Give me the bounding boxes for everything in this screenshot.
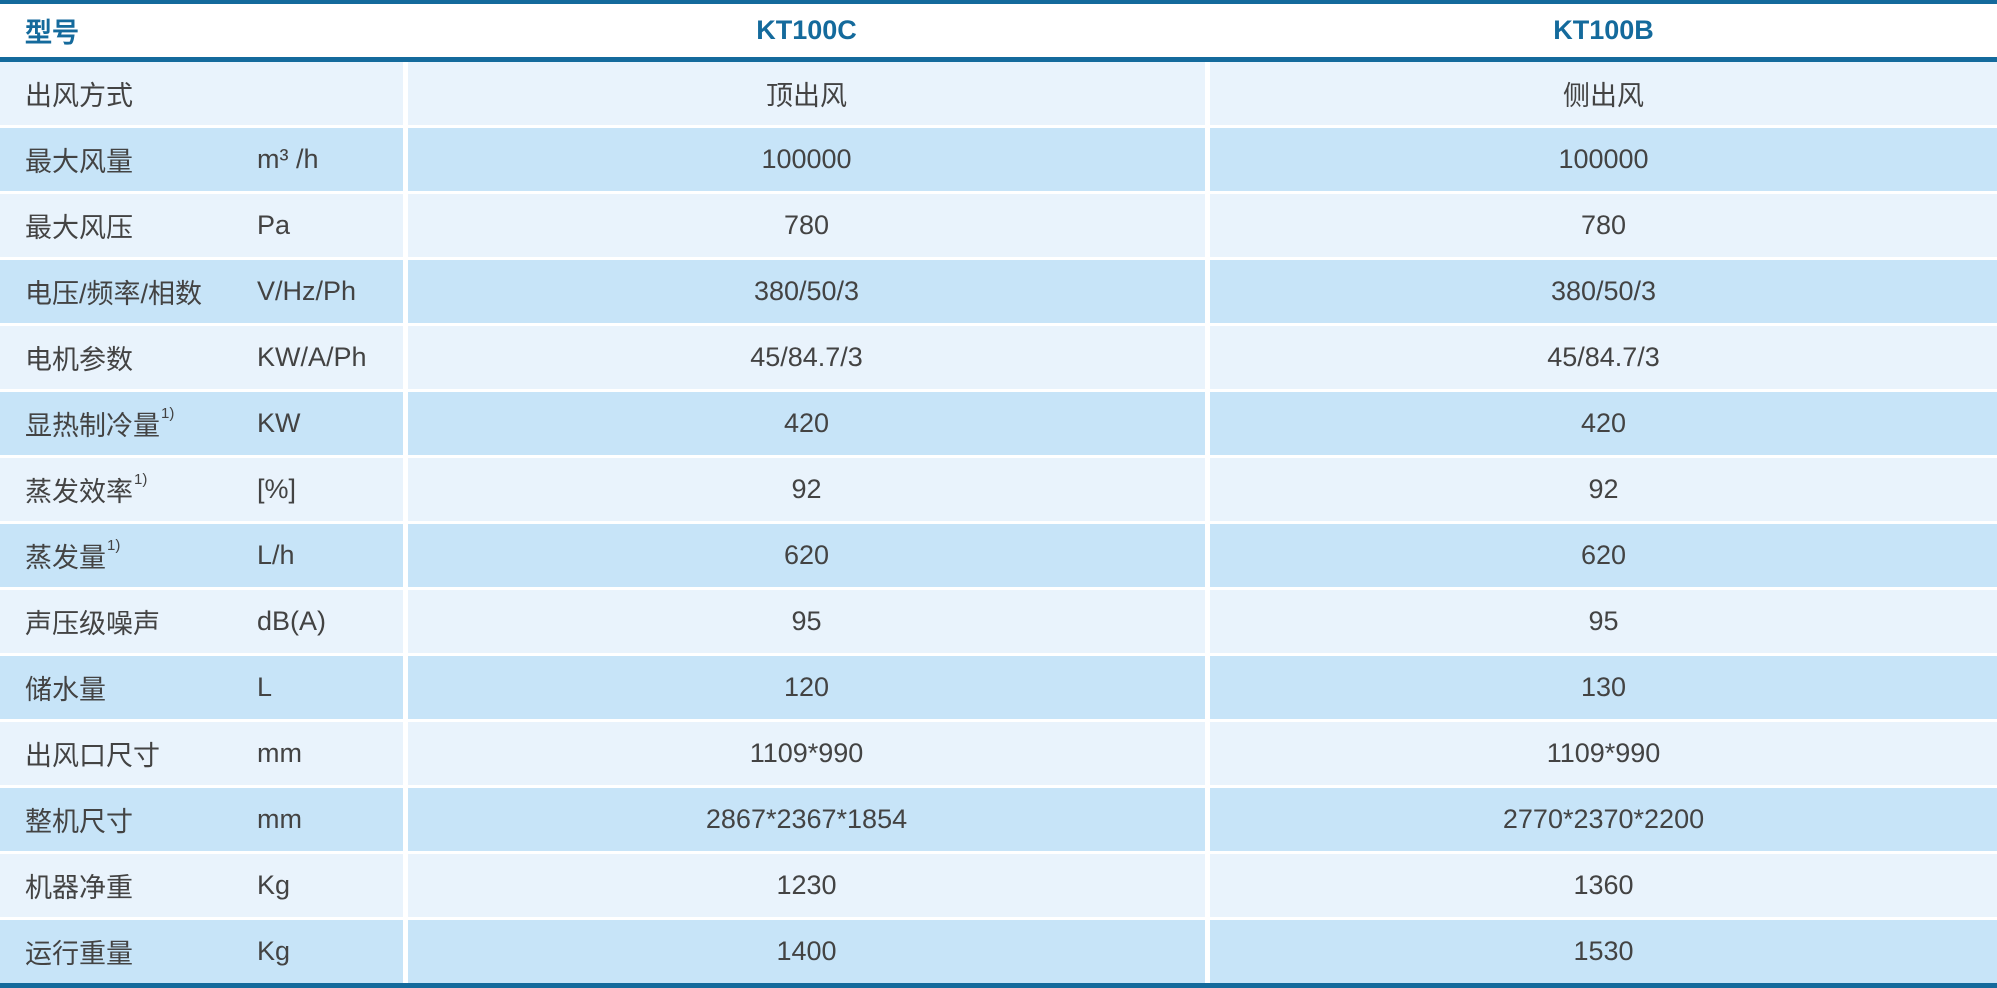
table-body: 出风方式 顶出风 侧出风 最大风量 m³ /h 100000 100000 最大… — [0, 62, 1997, 983]
value-kt100b: 2770*2370*2200 — [1210, 788, 1997, 851]
spec-label: 整机尺寸 — [25, 807, 133, 837]
value-kt100c: 1400 — [408, 920, 1205, 983]
spec-label: 蒸发量 — [25, 543, 106, 573]
value-kt100c: 45/84.7/3 — [408, 326, 1205, 389]
spec-name-cell: 最大风量 m³ /h — [0, 128, 403, 191]
spec-name-cell: 出风方式 — [0, 62, 403, 125]
value-kt100b: 1530 — [1210, 920, 1997, 983]
spec-label: 出风方式 — [25, 81, 133, 111]
spec-unit: m³ /h — [257, 144, 319, 174]
value-kt100b: 1360 — [1210, 854, 1997, 917]
header-kt100c: KT100C — [756, 15, 857, 45]
table-bottom-border — [0, 983, 1997, 988]
spec-name-cell: 出风口尺寸 mm — [0, 722, 403, 785]
spec-name-cell: 运行重量 Kg — [0, 920, 403, 983]
spec-label: 电机参数 — [25, 345, 133, 375]
value-kt100c: 2867*2367*1854 — [408, 788, 1205, 851]
spec-label: 电压/频率/相数 — [25, 279, 203, 309]
spec-name-cell: 电压/频率/相数 V/Hz/Ph — [0, 260, 403, 323]
value-kt100c: 顶出风 — [408, 62, 1205, 125]
spec-unit: [%] — [257, 474, 297, 504]
value-kt100c: 95 — [408, 590, 1205, 653]
value-kt100c: 120 — [408, 656, 1205, 719]
spec-unit: KW — [257, 408, 301, 438]
table-header-row: 型号 KT100C KT100B — [0, 4, 1997, 57]
header-model-label: 型号 — [25, 18, 79, 48]
value-kt100b: 45/84.7/3 — [1210, 326, 1997, 389]
spec-name-cell: 储水量 L — [0, 656, 403, 719]
spec-name-cell: 电机参数 KW/A/Ph — [0, 326, 403, 389]
spec-label: 储水量 — [25, 675, 106, 705]
value-kt100c: 380/50/3 — [408, 260, 1205, 323]
spec-unit: dB(A) — [257, 606, 327, 636]
spec-label: 蒸发效率 — [25, 477, 133, 507]
value-kt100c: 620 — [408, 524, 1205, 587]
spec-footnote-marker: 1) — [107, 537, 121, 554]
spec-label: 最大风量 — [25, 147, 133, 177]
spec-label: 声压级噪声 — [25, 609, 160, 639]
spec-unit: KW/A/Ph — [257, 342, 367, 372]
spec-name-cell: 最大风压 Pa — [0, 194, 403, 257]
spec-unit: mm — [257, 804, 302, 834]
spec-label: 机器净重 — [25, 873, 133, 903]
spec-unit: V/Hz/Ph — [257, 276, 357, 306]
value-kt100c: 420 — [408, 392, 1205, 455]
spec-unit: L — [257, 672, 273, 702]
value-kt100c: 1230 — [408, 854, 1205, 917]
spec-name-cell: 机器净重 Kg — [0, 854, 403, 917]
value-kt100b: 380/50/3 — [1210, 260, 1997, 323]
spec-footnote-marker: 1) — [161, 405, 175, 422]
table-top-border — [0, 0, 1997, 4]
spec-footnote-marker: 1) — [134, 471, 148, 488]
spec-unit: Pa — [257, 210, 291, 240]
value-kt100b: 420 — [1210, 392, 1997, 455]
spec-name-cell: 整机尺寸 mm — [0, 788, 403, 851]
spec-label: 显热制冷量 — [25, 411, 160, 441]
spec-unit: Kg — [257, 870, 291, 900]
header-divider — [0, 57, 1997, 62]
spec-label: 最大风压 — [25, 213, 133, 243]
spec-name-cell: 蒸发量 1) L/h — [0, 524, 403, 587]
spec-unit: L/h — [257, 540, 295, 570]
value-kt100b: 1109*990 — [1210, 722, 1997, 785]
value-kt100c: 780 — [408, 194, 1205, 257]
value-kt100c: 1109*990 — [408, 722, 1205, 785]
value-kt100b: 95 — [1210, 590, 1997, 653]
spec-name-cell: 声压级噪声 dB(A) — [0, 590, 403, 653]
value-kt100c: 100000 — [408, 128, 1205, 191]
spec-label: 运行重量 — [25, 939, 133, 969]
value-kt100c: 92 — [408, 458, 1205, 521]
value-kt100b: 620 — [1210, 524, 1997, 587]
spec-name-cell: 显热制冷量 1) KW — [0, 392, 403, 455]
spec-label: 出风口尺寸 — [25, 741, 160, 771]
spec-unit: Kg — [257, 936, 291, 966]
value-kt100b: 92 — [1210, 458, 1997, 521]
value-kt100b: 780 — [1210, 194, 1997, 257]
spec-unit: mm — [257, 738, 302, 768]
spec-name-cell: 蒸发效率 1) [%] — [0, 458, 403, 521]
header-kt100b: KT100B — [1553, 15, 1654, 45]
value-kt100b: 100000 — [1210, 128, 1997, 191]
value-kt100b: 130 — [1210, 656, 1997, 719]
value-kt100b: 侧出风 — [1210, 62, 1997, 125]
